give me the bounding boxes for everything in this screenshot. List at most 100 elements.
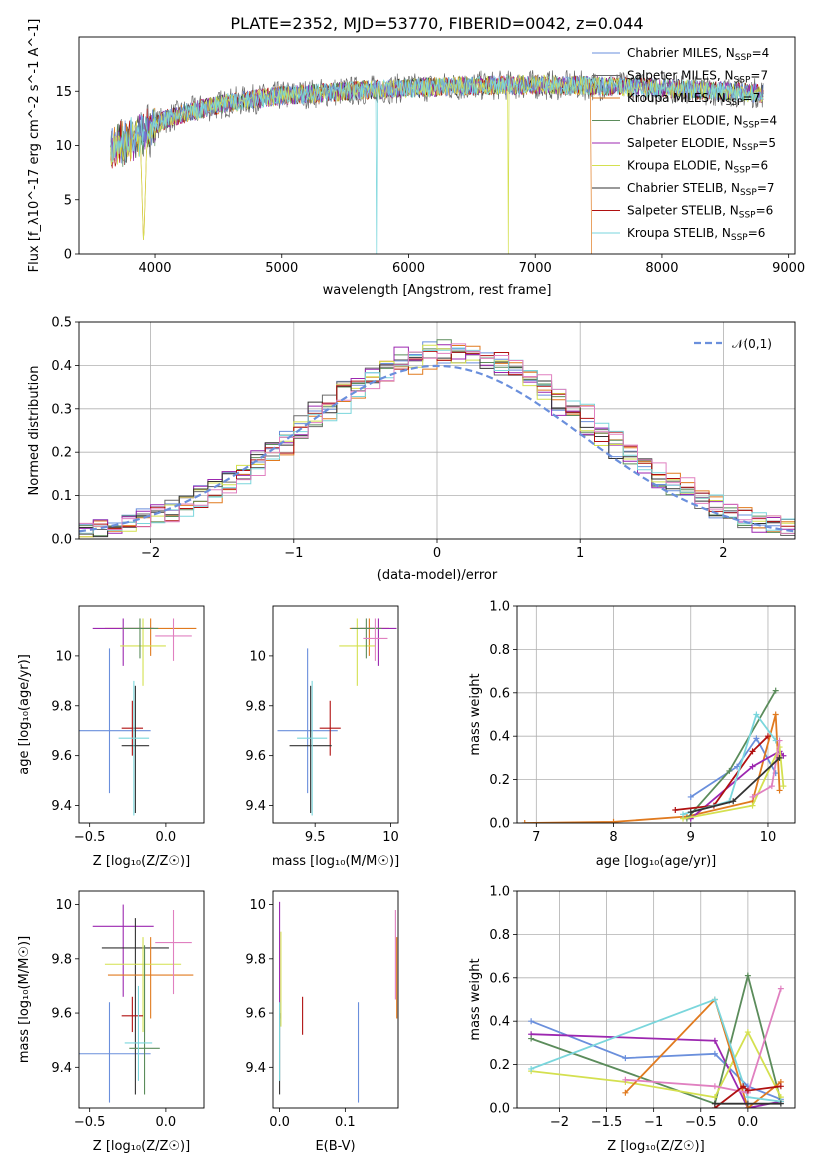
weight-marker-salpeter_elodie	[780, 752, 787, 759]
weight-marker-kroupa_miles	[610, 818, 617, 823]
x-tick-label: −0.5	[74, 1115, 106, 1130]
axes-frame	[272, 605, 399, 824]
x-tick-label: −1	[284, 546, 303, 561]
panel-z-mass: −0.5 0.0 9.4 9.6 9.8 10 Z [log₁₀(Z/Z☉)] mass [l…	[17, 890, 205, 1154]
x-tick-label: −0.5	[74, 830, 106, 845]
y-tick-label: 0.1	[51, 489, 72, 504]
weight-line-salpeter_stelib	[675, 735, 769, 811]
x-tick-label: 0.0	[738, 1115, 759, 1130]
axes-frame	[516, 890, 796, 1109]
weight-marker-salpeter_elodie	[711, 1037, 718, 1044]
legend-label-gaussian: 𝒩(0,1)	[732, 337, 772, 351]
spectrum-line-kroupa_elodie	[110, 73, 764, 254]
y-tick-label: 9.6	[51, 1007, 72, 1022]
legend-label-kroupa_elodie: Kroupa ELODIE, NSSP=6	[627, 159, 768, 176]
panel-spectrum: 4000 5000 6000 7000 8000 9000 0 5 10 15 wavelength…	[27, 19, 805, 298]
weight-marker-extra_pink	[749, 793, 756, 800]
weight-marker-salpeter_stelib	[744, 1087, 751, 1094]
weight-marker-salpeter_stelib	[672, 806, 679, 813]
panel-z-age: −0.5 0.0 9.4 9.6 9.8 10 Z [log₁₀(Z/Z☉)] age [lo…	[17, 605, 205, 869]
x-tick-label: 8	[609, 830, 617, 845]
weight-marker-kroupa_miles	[772, 711, 779, 718]
legend-label-salpeter_stelib: Salpeter STELIB, NSSP=6	[627, 204, 773, 221]
y-axis-label: Flux [f_λ10^-17 erg cm^-2 s^-1 A^-1]	[27, 19, 42, 273]
y-tick-label: 9.6	[245, 749, 266, 764]
x-axis-label: Z [log₁₀(Z/Z☉)]	[607, 1139, 704, 1154]
x-axis-label: wavelength [Angstrom, rest frame]	[323, 283, 552, 298]
axes-frame	[78, 605, 205, 824]
y-axis-label: mass [log₁₀(M/M☉)]	[17, 936, 32, 1063]
y-tick-label: 0.6	[489, 686, 510, 701]
axes-frame	[78, 890, 205, 1109]
x-tick-label: 9000	[772, 261, 805, 276]
axes-frame	[516, 605, 796, 824]
x-tick-label: 0.0	[269, 1115, 290, 1130]
y-tick-label: 0.2	[489, 1058, 510, 1073]
legend-label-kroupa_miles: Kroupa MILES, NSSP=7	[627, 91, 760, 108]
y-tick-label: 10	[55, 898, 72, 913]
x-tick-label: 9	[687, 830, 695, 845]
weight-line-salpeter_elodie	[531, 1033, 782, 1108]
y-tick-label: 9.4	[51, 799, 72, 814]
y-tick-label: 9.8	[51, 699, 72, 714]
y-tick-label: 0.0	[489, 817, 510, 832]
x-axis-label: (data-model)/error	[377, 568, 498, 583]
weight-marker-kroupa_stelib	[711, 996, 718, 1003]
y-tick-label: 0.5	[51, 316, 72, 331]
y-axis-label: age [log₁₀(age/yr)]	[17, 654, 32, 775]
x-tick-label: −0.5	[685, 1115, 717, 1130]
y-tick-label: 0.2	[51, 446, 72, 461]
weight-marker-chabrier_elodie	[726, 767, 733, 774]
weight-marker-kroupa_miles	[622, 1089, 629, 1096]
x-tick-label: 1	[576, 546, 584, 561]
legend-label-salpeter_elodie: Salpeter ELODIE, NSSP=5	[627, 136, 776, 153]
y-axis-label: mass weight	[468, 673, 483, 755]
x-tick-label: 0.1	[335, 1115, 356, 1130]
weight-marker-kroupa_stelib	[753, 711, 760, 718]
weight-marker-chabrier_stelib	[776, 754, 783, 761]
x-tick-label: 9.5	[305, 830, 326, 845]
y-tick-label: 0.2	[489, 773, 510, 788]
weight-marker-kroupa_stelib	[680, 811, 687, 818]
weight-marker-chabrier_miles	[622, 1055, 629, 1062]
weight-marker-kroupa_miles	[521, 820, 528, 823]
weight-marker-kroupa_elodie	[780, 783, 787, 790]
x-axis-label: Z [log₁₀(Z/Z☉)]	[93, 854, 190, 869]
weight-line-kroupa_elodie	[682, 743, 785, 820]
y-tick-label: 0	[64, 248, 72, 263]
y-tick-label: 10	[55, 649, 72, 664]
x-tick-label: −1.5	[591, 1115, 623, 1130]
histogram-extra_pink	[79, 343, 795, 539]
y-tick-label: 0.4	[489, 1015, 510, 1030]
panel-residuals: −2 −1 0 1 2 0.0 0.1 0.2 0.3 0.4 0.5 𝒩(0,1) (data-mod…	[27, 316, 796, 583]
weight-marker-salpeter_elodie	[749, 763, 756, 770]
y-tick-label: 0.6	[489, 971, 510, 986]
y-tick-label: 9.6	[51, 749, 72, 764]
weight-line-salpeter_elodie	[690, 750, 785, 820]
panel-mass-age: 9.5 10 9.4 9.6 9.8 10 mass [log₁₀(M/M☉)]	[245, 605, 399, 869]
x-tick-label: 10	[382, 830, 399, 845]
y-tick-label: 0.8	[489, 928, 510, 943]
weight-marker-chabrier_elodie	[528, 1035, 535, 1042]
histogram-kroupa_stelib	[79, 347, 795, 539]
y-tick-label: 9.4	[245, 799, 266, 814]
x-tick-label: 7	[532, 830, 540, 845]
y-tick-label: 0.0	[489, 1102, 510, 1117]
x-tick-label: −1	[644, 1115, 663, 1130]
weight-marker-chabrier_miles	[753, 735, 760, 742]
weight-line-chabrier_miles	[690, 736, 777, 798]
y-axis-label: Normed distribution	[27, 366, 42, 496]
weight-marker-extra_pink	[622, 1076, 629, 1083]
y-tick-label: 9.4	[245, 1061, 266, 1076]
figure-title: PLATE=2352, MJD=53770, FIBERID=0042, z=0…	[230, 14, 643, 33]
gaussian-curve	[78, 364, 796, 533]
weight-marker-kroupa_elodie	[711, 1094, 718, 1101]
panel-z-weight: −2 −1.5 −1 −0.5 0.0 0.0 0.2 0.4 0.6 0.8 1.0 Z [log₁…	[468, 885, 796, 1154]
weight-marker-extra_pink	[777, 985, 784, 992]
y-axis-label: mass weight	[468, 958, 483, 1040]
y-tick-label: 0.3	[51, 402, 72, 417]
x-tick-label: 4000	[138, 261, 171, 276]
weight-line-chabrier_elodie	[686, 690, 777, 820]
legend-label-chabrier_stelib: Chabrier STELIB, NSSP=7	[627, 181, 775, 198]
